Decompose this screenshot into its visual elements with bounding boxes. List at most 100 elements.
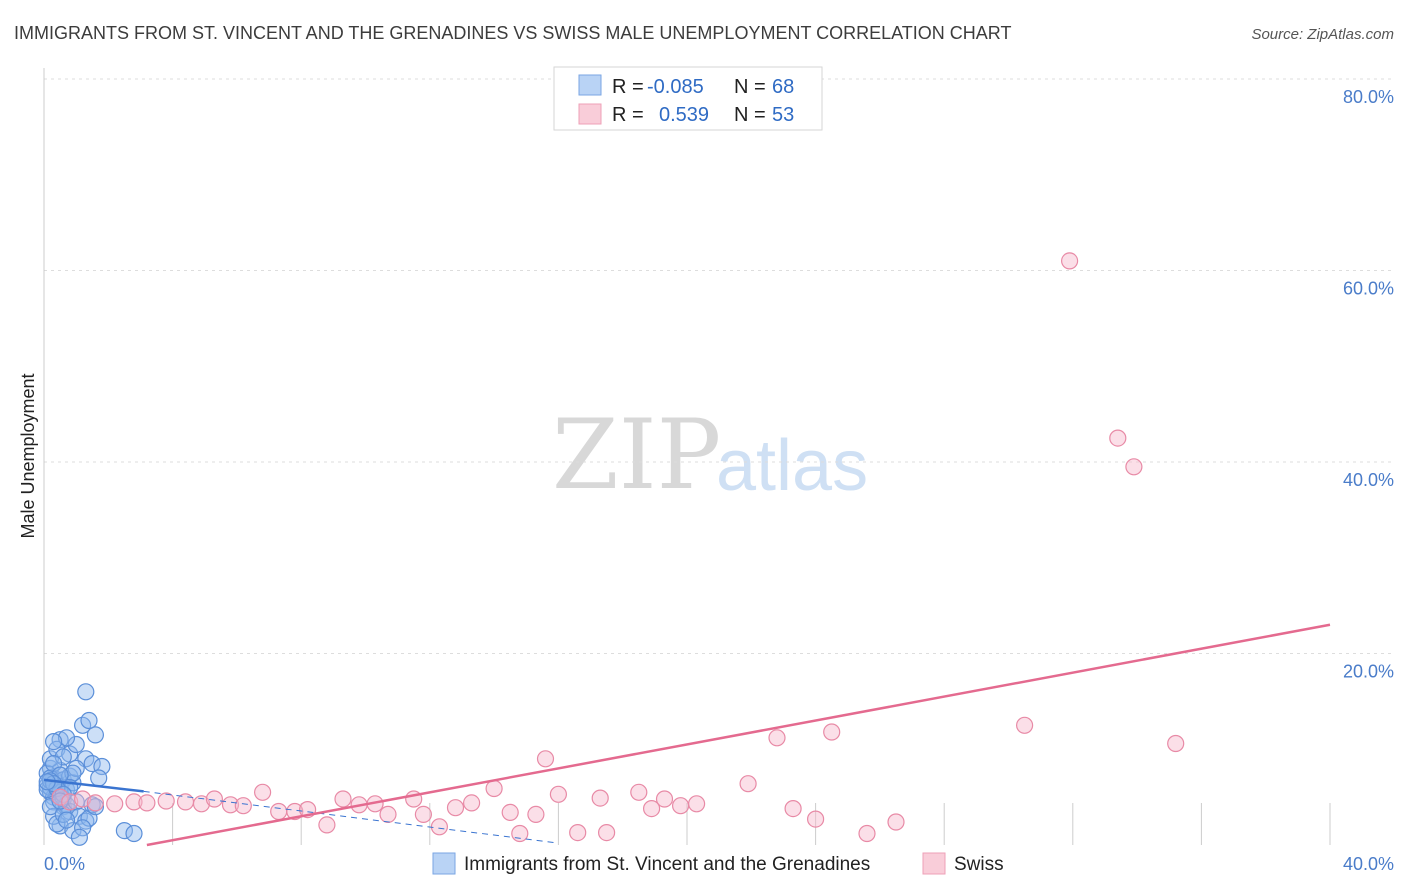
swiss-point xyxy=(463,794,481,812)
swiss-point xyxy=(501,803,519,822)
series-swiss-points xyxy=(51,252,1185,843)
immigrants-point xyxy=(64,764,82,782)
chart-source: Source: ZipAtlas.com xyxy=(1251,26,1394,43)
immigrants-point xyxy=(41,750,60,768)
swiss-point xyxy=(414,805,432,824)
swiss-point xyxy=(1125,458,1143,476)
immigrants-point xyxy=(83,754,101,773)
swiss-point xyxy=(806,810,825,828)
y-tick-labels: 80.0% 60.0% 40.0% 20.0% xyxy=(1343,87,1394,682)
swiss-point xyxy=(687,795,706,813)
swiss-point xyxy=(1015,716,1034,734)
y-tick-label-0: 80.0% xyxy=(1343,87,1394,107)
legend-n-label-1: N = xyxy=(734,104,766,126)
watermark-atlas: atlas xyxy=(716,426,868,506)
legend-n-value-0: 68 xyxy=(772,76,794,98)
y-axis-label: Male Unemployment xyxy=(18,373,38,538)
trend-line-immigrants xyxy=(43,778,144,793)
immigrants-point xyxy=(48,815,66,833)
immigrants-point xyxy=(90,769,108,787)
chart-title: IMMIGRANTS FROM ST. VINCENT AND THE GREN… xyxy=(14,23,1011,43)
x-axis-ticks xyxy=(172,803,1331,845)
immigrants-point xyxy=(70,828,89,846)
swiss-point xyxy=(1109,429,1127,447)
immigrants-point xyxy=(125,824,143,843)
swiss-point xyxy=(379,805,397,824)
swiss-point xyxy=(887,813,905,831)
bottom-legend-label-swiss: Swiss xyxy=(954,854,1004,875)
immigrants-point xyxy=(54,748,72,766)
immigrants-point xyxy=(67,759,85,778)
swiss-point xyxy=(318,816,336,834)
y-tick-label-2: 40.0% xyxy=(1343,470,1394,490)
swiss-point xyxy=(446,799,465,817)
swiss-point xyxy=(1167,734,1185,753)
bottom-legend-label-immigrants: Immigrants from St. Vincent and the Gren… xyxy=(464,854,870,875)
swiss-point xyxy=(485,779,503,798)
swiss-point xyxy=(511,824,529,843)
swiss-point xyxy=(205,790,223,808)
trend-line-swiss xyxy=(146,623,1331,847)
x-tick-label-max: 40.0% xyxy=(1343,854,1394,874)
legend-r-value-0: -0.085 xyxy=(647,76,704,98)
bottom-legend-swatch-immigrants xyxy=(432,852,456,875)
immigrants-point xyxy=(86,798,105,816)
swiss-point xyxy=(334,790,352,808)
trend-lines xyxy=(43,623,1331,847)
bottom-legend-swatch-swiss xyxy=(922,852,946,875)
top-legend: R = -0.085 N = 68 R = 0.539 N = 53 xyxy=(553,66,823,131)
immigrants-point xyxy=(77,683,95,701)
bottom-legend: Immigrants from St. Vincent and the Gren… xyxy=(432,852,1004,875)
legend-n-value-1: 53 xyxy=(772,104,794,126)
immigrants-point xyxy=(80,711,98,730)
swiss-point xyxy=(858,824,876,843)
swiss-point xyxy=(549,785,568,803)
legend-r-label-0: R = xyxy=(612,76,644,98)
swiss-point xyxy=(1060,252,1079,270)
y-tick-label-3: 20.0% xyxy=(1343,662,1394,682)
swiss-point xyxy=(630,783,648,801)
swiss-point xyxy=(527,805,545,824)
legend-swatch-immigrants xyxy=(578,74,602,96)
swiss-point xyxy=(192,795,211,813)
grid-lines xyxy=(44,78,1394,654)
swiss-point xyxy=(642,799,661,818)
swiss-point xyxy=(430,818,448,836)
swiss-point xyxy=(823,723,841,741)
series-immigrants-points xyxy=(38,683,143,846)
swiss-point xyxy=(51,788,69,806)
swiss-point xyxy=(569,823,587,842)
swiss-point xyxy=(739,775,757,793)
swiss-point xyxy=(73,790,92,808)
swiss-point xyxy=(536,750,555,768)
legend-swatch-swiss xyxy=(578,103,602,125)
swiss-point xyxy=(106,795,124,813)
swiss-point xyxy=(784,799,802,818)
swiss-point xyxy=(270,802,288,821)
immigrants-point xyxy=(57,729,76,747)
legend-r-value-1: 0.539 xyxy=(659,104,709,126)
x-tick-label-min: 0.0% xyxy=(44,854,85,874)
swiss-point xyxy=(254,783,272,801)
swiss-point xyxy=(138,794,156,812)
trend-line-immigrants-extension xyxy=(143,790,559,844)
legend-n-label-0: N = xyxy=(734,76,766,98)
swiss-point xyxy=(591,789,609,807)
swiss-point xyxy=(597,823,616,842)
legend-r-label-1: R = xyxy=(612,104,644,126)
swiss-point xyxy=(125,793,143,811)
y-tick-label-1: 60.0% xyxy=(1343,279,1394,299)
swiss-point xyxy=(157,792,175,810)
swiss-point xyxy=(61,793,79,811)
immigrants-point xyxy=(86,726,105,744)
swiss-point xyxy=(671,797,690,815)
swiss-point xyxy=(221,796,240,814)
immigrants-point xyxy=(67,735,85,754)
immigrants-point xyxy=(57,811,76,829)
immigrants-point xyxy=(64,821,82,840)
watermark-zip: ZIP xyxy=(552,399,721,511)
immigrants-point xyxy=(115,821,134,840)
swiss-point xyxy=(655,790,674,808)
immigrants-point xyxy=(44,732,63,751)
